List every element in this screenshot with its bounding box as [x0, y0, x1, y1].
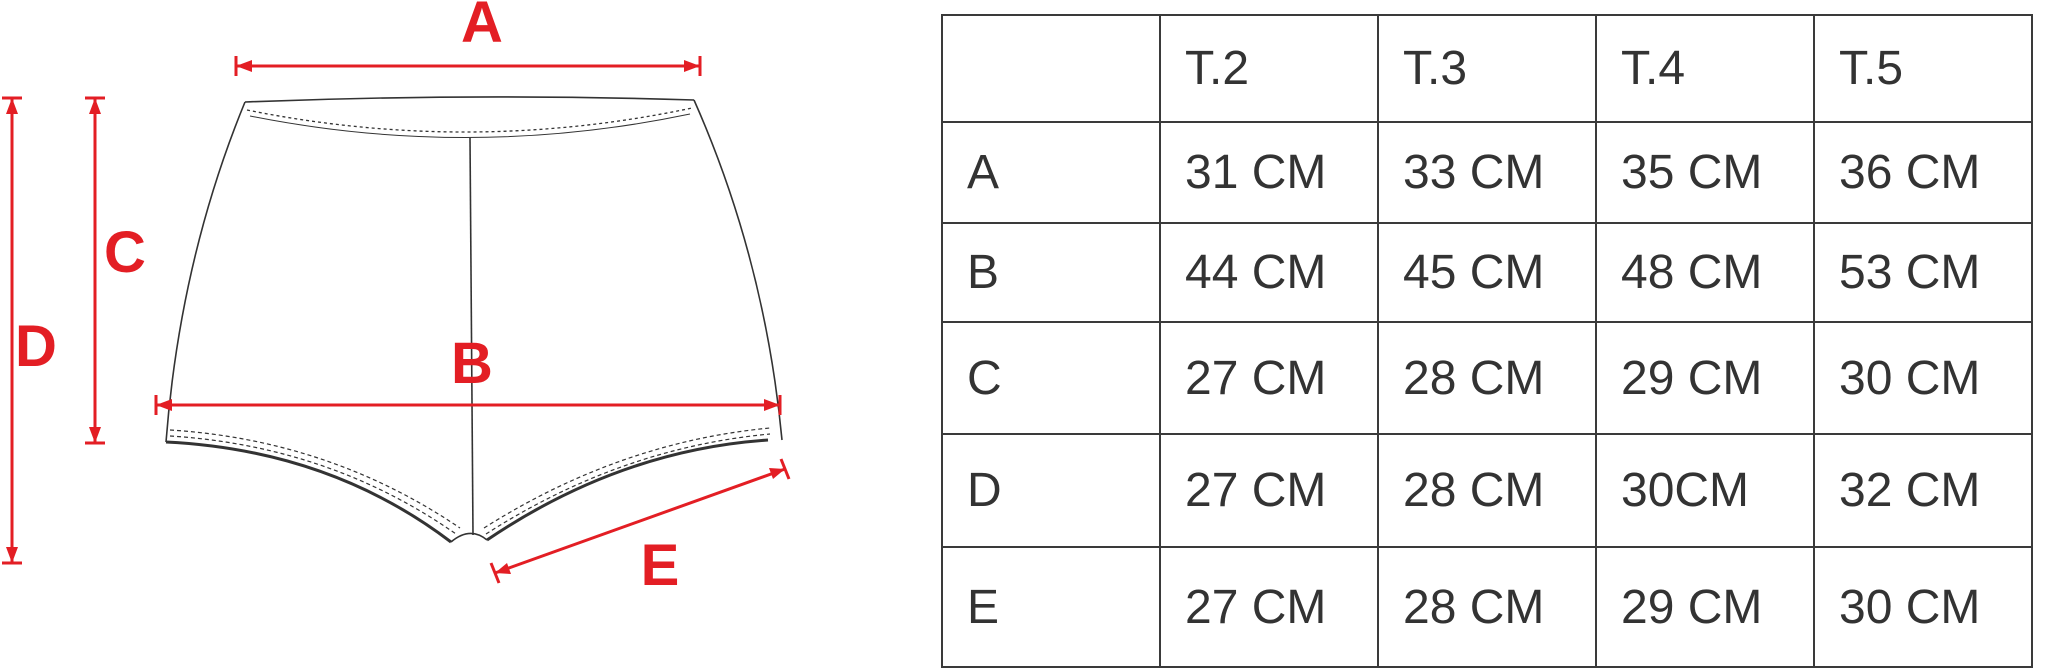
shorts-diagram: A B C D E: [2, 0, 791, 598]
row-label: A: [941, 121, 1161, 224]
table-cell: 28 CM: [1377, 433, 1597, 548]
header-cell-t3: T.3: [1377, 14, 1597, 123]
table-cell: 30 CM: [1813, 546, 2033, 668]
header-cell-t2: T.2: [1159, 14, 1379, 123]
waistband-scallop: [246, 107, 693, 133]
right-leg-stitch-2: [485, 433, 771, 535]
shorts-outline: [165, 96, 783, 544]
table-cell: 48 CM: [1595, 222, 1815, 323]
row-label: B: [941, 222, 1161, 323]
label-d: D: [15, 314, 57, 379]
left-leg-edge: [165, 440, 452, 544]
right-side-seam: [693, 99, 783, 441]
header-cell-t4: T.4: [1595, 14, 1815, 123]
table-cell: 29 CM: [1595, 546, 1815, 668]
table-cell: 33 CM: [1377, 121, 1597, 224]
left-leg-stitch-2: [169, 435, 457, 535]
table-cell: 31 CM: [1159, 121, 1379, 224]
table-header-row: T.2 T.3 T.4 T.5: [941, 14, 2033, 123]
table-cell: 27 CM: [1159, 321, 1379, 435]
table-cell: 53 CM: [1813, 222, 2033, 323]
measure-lines: [2, 56, 791, 584]
label-e: E: [641, 533, 680, 598]
center-seam: [469, 137, 474, 536]
table-row: C 27 CM 28 CM 29 CM 30 CM: [941, 321, 2033, 435]
header-cell-t5: T.5: [1813, 14, 2033, 123]
row-label: D: [941, 433, 1161, 548]
table-cell: 28 CM: [1377, 546, 1597, 668]
measure-a: [234, 56, 702, 76]
table-cell: 29 CM: [1595, 321, 1815, 435]
right-leg-stitch: [483, 427, 771, 529]
table-cell: 36 CM: [1813, 121, 2033, 224]
label-a: A: [461, 0, 503, 55]
table-row: B 44 CM 45 CM 48 CM 53 CM: [941, 222, 2033, 323]
row-label: C: [941, 321, 1161, 435]
table-cell: 27 CM: [1159, 433, 1379, 548]
row-label: E: [941, 546, 1161, 668]
table-row: D 27 CM 28 CM 30CM 32 CM: [941, 433, 2033, 548]
waistband-scallop-inner: [249, 113, 691, 138]
table-cell: 28 CM: [1377, 321, 1597, 435]
measure-c: [85, 96, 105, 445]
crotch-curve: [450, 532, 488, 543]
table-cell: 27 CM: [1159, 546, 1379, 668]
measure-e: [489, 458, 791, 584]
right-leg-edge: [486, 438, 769, 542]
waistband-top: [244, 96, 695, 103]
table-cell: 45 CM: [1377, 222, 1597, 323]
table-cell: 44 CM: [1159, 222, 1379, 323]
size-chart-table: T.2 T.3 T.4 T.5 A 31 CM 33 CM 35 CM 36 C…: [941, 14, 2033, 668]
table-cell: 30CM: [1595, 433, 1815, 548]
table-row: E 27 CM 28 CM 29 CM 30 CM: [941, 546, 2033, 668]
table-cell: 32 CM: [1813, 433, 2033, 548]
table-cell: 30 CM: [1813, 321, 2033, 435]
measure-d: [2, 96, 22, 565]
left-leg-stitch: [169, 429, 461, 529]
header-cell-empty: [941, 14, 1161, 123]
table-row: A 31 CM 33 CM 35 CM 36 CM: [941, 121, 2033, 224]
label-c: C: [104, 220, 146, 285]
label-b: B: [451, 331, 493, 396]
table-cell: 35 CM: [1595, 121, 1815, 224]
left-side-seam: [165, 101, 246, 443]
measure-b: [154, 395, 782, 415]
